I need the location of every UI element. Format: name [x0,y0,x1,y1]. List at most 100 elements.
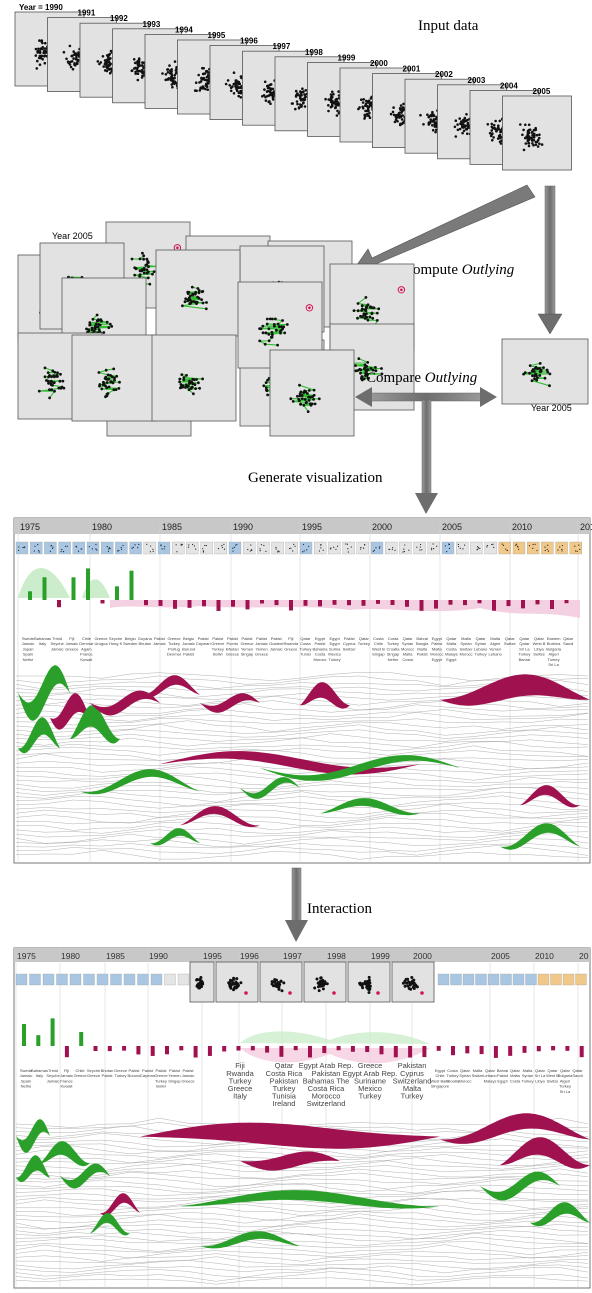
country-name: Sri La [519,646,530,651]
thumbnail-plot[interactable] [356,541,369,555]
thumbnail-plot[interactable] [243,541,256,555]
country-name: Qatar [460,1068,471,1073]
thumbnail-plot[interactable] [172,541,185,555]
thumbnail-plot[interactable] [462,973,475,986]
country-name: Turkey [329,657,341,662]
thumbnail-plot[interactable] [550,973,562,986]
thumbnail-plot[interactable] [500,973,512,986]
thumbnail-plot[interactable] [58,541,71,555]
thumbnail-plot[interactable] [200,541,213,555]
country-name: Costa [300,641,311,646]
thumbnail-plot[interactable] [69,973,82,986]
country-name: Greece [87,1073,101,1078]
thumbnail-plot[interactable] [129,541,142,555]
thumbnail-plot[interactable] [15,541,29,555]
year-tick: 1998 [327,951,346,961]
thumbnail-plot[interactable] [328,541,341,555]
thumbnail-plot[interactable] [450,973,462,986]
thumbnail-plot[interactable] [285,541,298,555]
outlying-bar [303,600,308,606]
expanded-country-name: Turkey [359,1092,382,1101]
country-name: Cyprus [343,641,356,646]
thumbnail-plot[interactable] [437,973,450,986]
thumbnail-plot[interactable] [399,541,412,555]
expanded-thumbnail[interactable] [189,961,222,1003]
thumbnail-plot[interactable] [86,541,100,555]
expanded-thumbnail[interactable] [259,961,303,1003]
thumbnail-plot[interactable] [484,541,497,555]
thumbnail-plot[interactable] [314,541,327,555]
thumbnail-plot[interactable] [15,973,28,986]
thumbnail-plot[interactable] [186,541,199,555]
thumbnail-plot[interactable] [44,541,57,555]
thumbnail-plot[interactable] [228,541,242,555]
stream-line [15,844,589,856]
thumbnail-plot[interactable] [157,541,171,555]
outlying-bar [115,586,119,600]
thumbnail-plot[interactable] [512,973,525,986]
thumbnail-plot[interactable] [569,541,582,555]
single-year-plot [501,338,589,405]
outlying-bar [361,600,366,606]
country-name: Japan [23,646,34,651]
thumbnail-plot[interactable] [96,973,109,986]
thumbnail-plot[interactable] [150,973,163,986]
thumbnail-plot[interactable] [271,541,284,555]
thumbnail-plot[interactable] [487,973,500,986]
country-name: Egypt [497,1078,508,1083]
year-tick: 1985 [162,522,182,532]
thumbnail-plot[interactable] [370,541,384,555]
thumbnail-plot[interactable] [101,541,114,555]
stream-line [15,766,589,777]
thumbnail-plot[interactable] [525,973,537,986]
expanded-country-name: Suriname [354,1077,386,1086]
thumbnail-plot[interactable] [214,541,227,555]
thumbnail-plot[interactable] [537,973,550,986]
expanded-thumbnail[interactable] [391,961,435,1003]
country-name: Pakist [227,636,239,641]
expanded-country-title: Qatar [275,1061,294,1070]
thumbnail-plot[interactable] [83,973,95,986]
input-data-stack: Year = 1990 1991 1992 1993 1994 1995 1996 1997 1… [14,3,572,171]
thumbnail-plot[interactable] [342,541,355,555]
thumbnail-plot[interactable] [456,541,469,555]
thumbnail-plot[interactable] [541,541,554,555]
stream-line [16,671,589,682]
thumbnail-plot[interactable] [137,973,149,986]
stream-line [15,1171,589,1180]
expanded-thumbnail[interactable] [303,961,347,1003]
thumbnail-plot[interactable] [555,541,568,555]
thumbnail-plot[interactable] [30,541,43,555]
thumbnail-plot[interactable] [164,973,176,986]
thumbnail-plot[interactable] [143,541,156,555]
thumbnail-plot[interactable] [385,541,398,555]
country-name: Swede [22,636,35,641]
thumbnail-plot[interactable] [177,973,190,986]
thumbnail-plot[interactable] [475,973,487,986]
outlying-bar [336,1046,341,1051]
stream-line [15,1237,589,1247]
expanded-thumbnail[interactable] [347,961,391,1003]
thumbnail-plot[interactable] [498,541,511,555]
thumbnail-plot[interactable] [42,973,55,986]
country-name: Syrian [460,641,471,646]
thumbnail-plot[interactable] [123,973,136,986]
outlying-bar [422,1046,427,1058]
thumbnail-plot[interactable] [441,541,455,555]
stream-line [15,675,589,687]
thumbnail-plot[interactable] [562,973,575,986]
expanded-thumbnail[interactable] [215,961,259,1003]
thumbnail-plot[interactable] [110,973,122,986]
thumbnail-plot[interactable] [257,541,270,555]
thumbnail-plot[interactable] [29,973,41,986]
thumbnail-plot[interactable] [56,973,68,986]
thumbnail-plot[interactable] [72,541,85,555]
thumbnail-plot[interactable] [575,973,587,986]
thumbnail-plot[interactable] [299,541,313,555]
country-name: Switze [547,1078,560,1083]
outlying-bar [187,600,192,608]
country-name: Malta [403,652,414,657]
thumbnail-plot[interactable] [512,541,526,555]
thumbnail-plot[interactable] [413,541,426,555]
thumbnail-plot[interactable] [470,541,483,555]
